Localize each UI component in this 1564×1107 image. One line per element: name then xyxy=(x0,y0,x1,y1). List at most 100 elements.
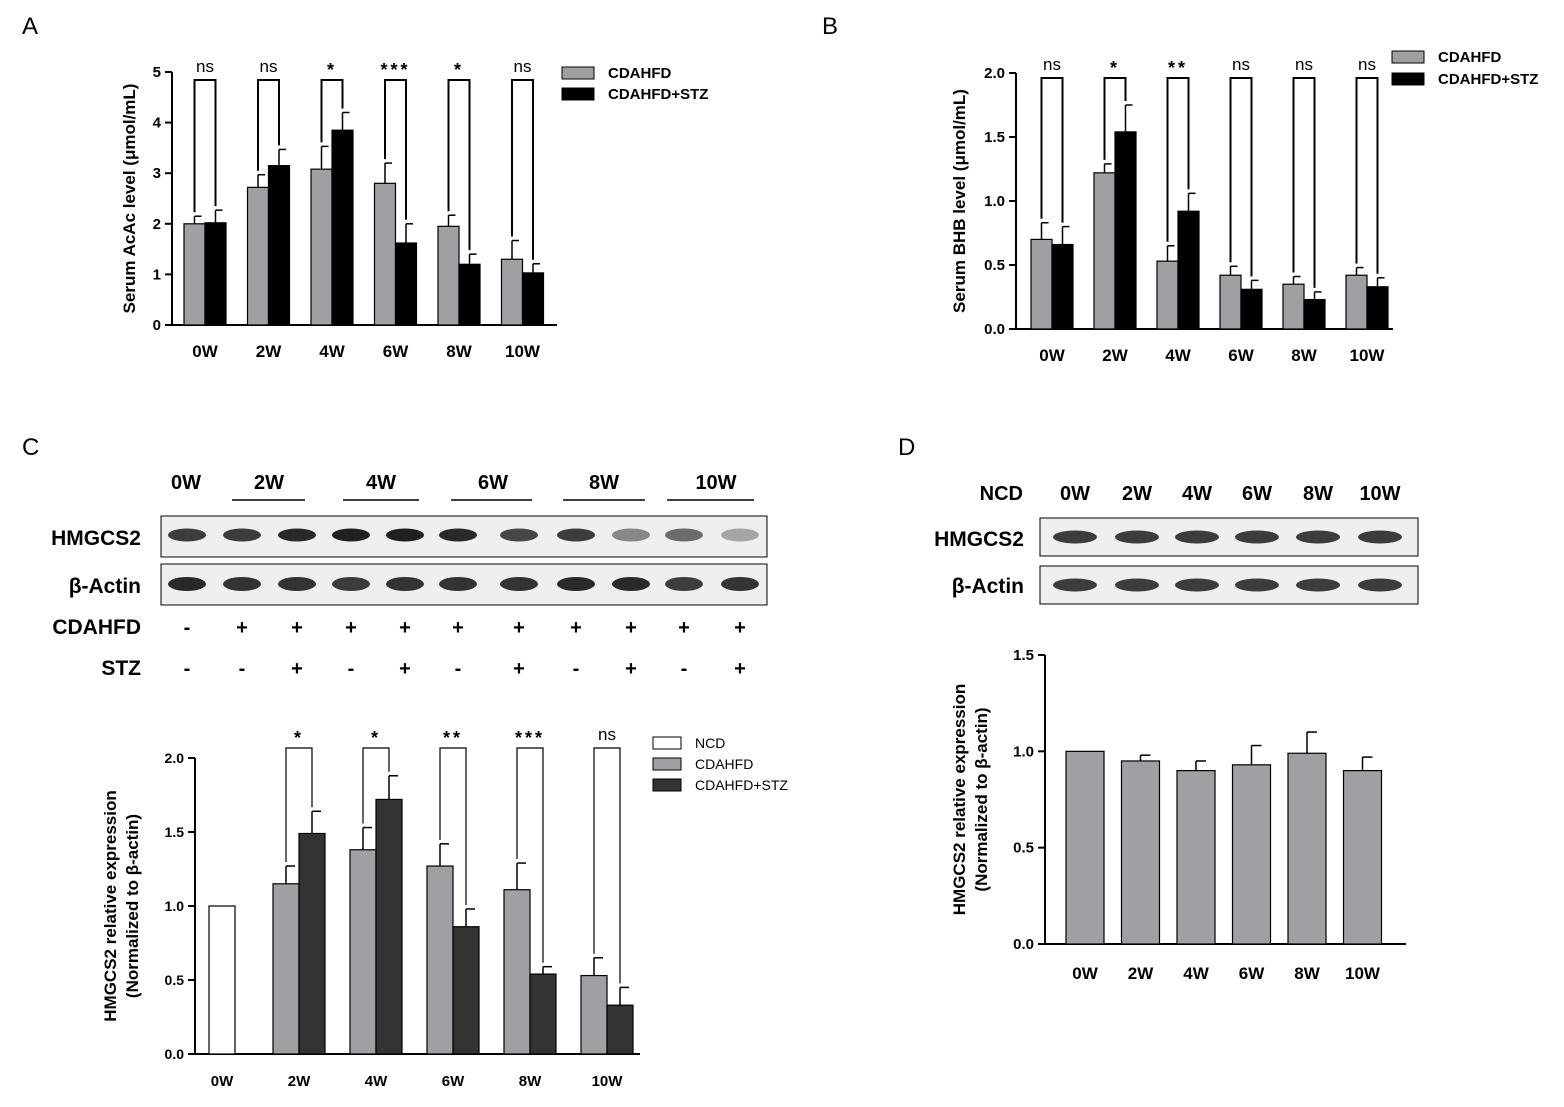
significance-bracket xyxy=(1103,77,1127,160)
bar-cdahfd xyxy=(1219,274,1242,330)
legend-swatch xyxy=(652,757,682,771)
blot-mark: + xyxy=(291,658,303,680)
blot-mark: + xyxy=(625,617,637,639)
band-actin xyxy=(665,577,703,591)
x-tick-label: 4W xyxy=(365,1073,388,1090)
bar-cdahfd-stz xyxy=(1177,210,1200,330)
significance-label: * xyxy=(371,728,381,748)
band-hmgcs2 xyxy=(721,528,759,542)
bar-cdahfd-stz xyxy=(606,1004,634,1055)
x-tick-label: 10W xyxy=(592,1073,624,1090)
y-tick-label: 3 xyxy=(153,165,161,182)
band-hmgcs2 xyxy=(557,528,595,542)
blot-c: 0W 2W 4W 6W 8W 10W HMGCS2 β-Actin CDAHFD - + + + + + + +… xyxy=(51,472,768,680)
blot-lane-label: 6W xyxy=(478,472,508,494)
bar-cdahfd xyxy=(503,889,531,1055)
band-actin xyxy=(439,577,477,591)
x-tick-label: 2W xyxy=(256,342,282,361)
significance-label: ** xyxy=(443,728,463,748)
blot-group-label: NCD xyxy=(980,483,1023,505)
band-hmgcs2 xyxy=(1235,530,1279,544)
y-tick-label: 2 xyxy=(153,216,161,233)
panel-letter-c: C xyxy=(22,434,39,461)
band-actin xyxy=(1053,578,1097,592)
x-tick-label: 0W xyxy=(1039,346,1065,365)
significance-label: ns xyxy=(598,725,616,744)
y-tick-label: 0.5 xyxy=(165,972,185,988)
significance-label: ns xyxy=(1232,55,1250,74)
blot-mark: - xyxy=(184,617,191,639)
bar-cdahfd-stz xyxy=(204,222,227,326)
band-actin xyxy=(278,577,316,591)
bar-cdahfd-stz xyxy=(458,263,481,326)
band-hmgcs2 xyxy=(439,528,477,542)
blot-mark: + xyxy=(236,617,248,639)
y-axis-label: Serum BHB level (μmol/mL) xyxy=(950,89,969,313)
x-tick-label: 6W xyxy=(442,1073,465,1090)
x-tick-label: 4W xyxy=(319,342,345,361)
significance-bracket xyxy=(447,79,471,251)
y-tick-label: 0 xyxy=(153,317,161,334)
bar-cdahfd-stz xyxy=(1303,298,1326,330)
band-hmgcs2 xyxy=(612,528,650,542)
y-tick-label: 1.0 xyxy=(165,898,185,914)
blot-mark: + xyxy=(734,658,746,680)
bar-cdahfd xyxy=(580,974,608,1055)
significance-bracket xyxy=(593,747,621,984)
legend-label: CDAHFD xyxy=(608,65,671,82)
bar-cdahfd xyxy=(426,865,454,1055)
y-axis-label-2: (Normalized to β-actin) xyxy=(123,814,142,998)
bar-cdahfd-stz xyxy=(267,165,291,326)
y-tick-label: 2.0 xyxy=(984,65,1005,82)
blot-lane-label: 10W xyxy=(695,472,736,494)
blot-mark: + xyxy=(678,617,690,639)
band-hmgcs2 xyxy=(278,528,316,542)
y-tick-label: 1.5 xyxy=(1013,647,1034,664)
blot-label-hmgcs2: HMGCS2 xyxy=(51,527,141,550)
x-tick-label: 4W xyxy=(1165,346,1191,365)
y-tick-label: 1.5 xyxy=(165,824,185,840)
x-tick-label: 6W xyxy=(1228,346,1254,365)
bar-cdahfd-stz xyxy=(1114,131,1137,330)
x-tick-label: 2W xyxy=(288,1073,311,1090)
x-tick-label: 2W xyxy=(1128,964,1154,983)
bar-cdahfd-stz xyxy=(298,832,326,1055)
blot-label-actin: β-Actin xyxy=(69,575,141,598)
x-tick-label: 10W xyxy=(505,342,541,361)
x-tick-label: 0W xyxy=(1072,964,1098,983)
legend-swatch xyxy=(561,66,595,80)
chart-c: 0.0 0.5 1.0 1.5 2.0 HMGCS2 relative expressio… xyxy=(101,725,788,1090)
legend-label: CDAHFD xyxy=(695,756,753,772)
y-tick-label: 2.0 xyxy=(165,750,185,766)
y-tick-label: 5 xyxy=(153,64,161,81)
bar-cdahfd xyxy=(500,258,524,326)
band-hmgcs2 xyxy=(223,528,261,542)
blot-mark: - xyxy=(681,658,688,680)
blot-lane-label: 2W xyxy=(254,472,284,494)
band-actin xyxy=(1296,578,1340,592)
y-tick-label: 0.5 xyxy=(984,257,1005,274)
bar-cdahfd xyxy=(349,849,377,1055)
blot-lane-label: 8W xyxy=(1303,483,1333,505)
significance-bracket xyxy=(439,747,467,905)
band-actin xyxy=(1115,578,1159,592)
x-tick-label: 10W xyxy=(1350,346,1386,365)
band-actin xyxy=(721,577,759,591)
y-axis-label: HMGCS2 relative expression xyxy=(950,684,969,915)
bar-ncd xyxy=(1231,764,1272,945)
band-actin xyxy=(500,577,538,591)
bar-ncd xyxy=(1065,750,1105,945)
significance-bracket xyxy=(1355,77,1379,274)
significance-label: * xyxy=(327,60,337,80)
blot-lane-label: 4W xyxy=(366,472,396,494)
x-tick-label: 0W xyxy=(211,1073,234,1090)
significance-label: ns xyxy=(1358,55,1376,74)
blot-mark: - xyxy=(455,658,462,680)
y-tick-label: 1.5 xyxy=(984,129,1005,146)
blot-mark: + xyxy=(513,617,525,639)
blot-lane-label: 0W xyxy=(1060,483,1090,505)
blot-mark: + xyxy=(625,658,637,680)
legend-swatch xyxy=(652,778,682,792)
band-actin xyxy=(557,577,595,591)
